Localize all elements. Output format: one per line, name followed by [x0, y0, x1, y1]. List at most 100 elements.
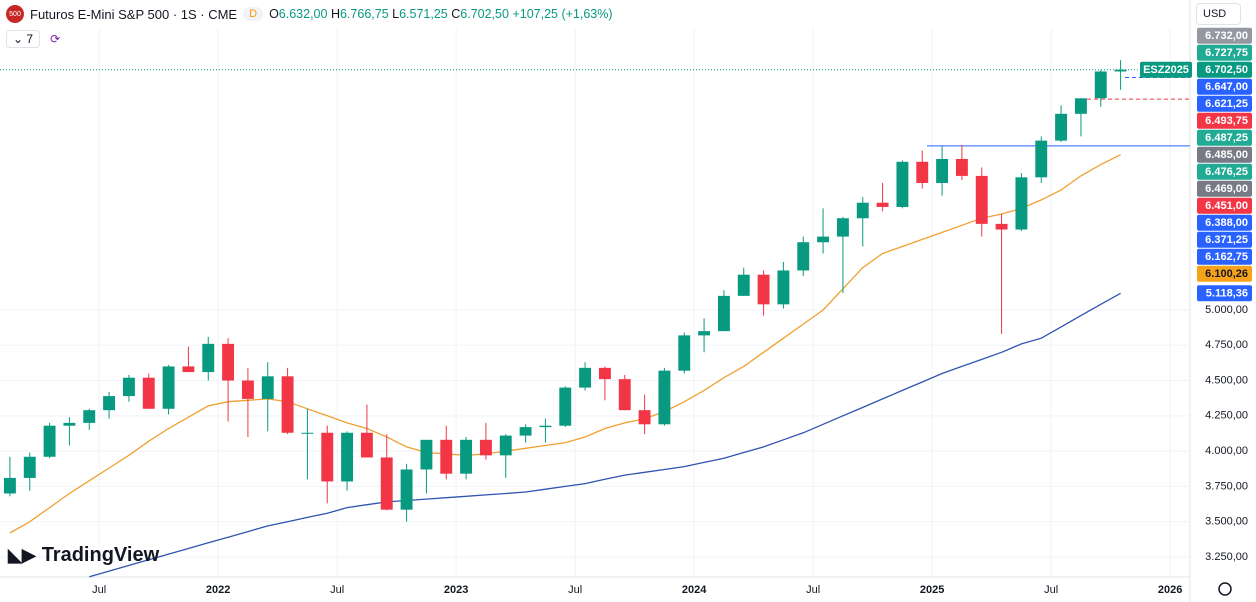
symbol-title[interactable]: Futuros E-Mini S&P 500 · 1S · CME: [30, 6, 238, 22]
candle-body: [856, 202, 869, 219]
price-label-bg: [1197, 265, 1252, 282]
price-label-bg: [1197, 129, 1252, 146]
refresh-icon[interactable]: ⟳: [50, 32, 61, 46]
price-label: 6.451,00: [1205, 200, 1248, 212]
price-label-bg: [1197, 78, 1252, 95]
x-tick-label: 2024: [682, 584, 707, 596]
price-label-bg: [1197, 112, 1252, 129]
candle-body: [182, 366, 195, 373]
price-label-bg: [1197, 248, 1252, 265]
price-label-bg: [1197, 180, 1252, 197]
ohlc-key: O: [269, 7, 279, 21]
ohlc: O6.632,00 H6.766,75 L6.571,25 C6.702,50 …: [269, 7, 612, 21]
candle-body: [440, 439, 453, 474]
currency-button[interactable]: USD: [1196, 3, 1242, 25]
candle-body: [539, 425, 552, 428]
x-tick-label: Jul: [806, 584, 820, 596]
price-label-bg: [1197, 231, 1252, 248]
price-label-bg: [1197, 146, 1252, 163]
price-label-bg: [1197, 44, 1252, 61]
brand-icon: ◣▶: [8, 545, 36, 565]
price-label: 6.388,00: [1205, 217, 1248, 229]
brand-name: TradingView: [41, 544, 160, 566]
candle-body: [658, 370, 671, 425]
price-label: 6.100,26: [1205, 268, 1248, 280]
candle-body: [3, 477, 16, 494]
candle-body: [936, 158, 949, 183]
moving-average: [89, 292, 1121, 578]
badge[interactable]: D: [243, 7, 264, 21]
candle-body: [519, 427, 532, 436]
price-label-bg: [1197, 214, 1252, 231]
candle-body: [1035, 140, 1048, 178]
price-label: 6.487,25: [1205, 132, 1248, 144]
price-label-bg: [1197, 197, 1252, 214]
price-label-bg: [1197, 285, 1252, 302]
candle-body: [360, 432, 373, 458]
price-label: 5.118,36: [1206, 288, 1248, 300]
price-label: 6.727,75: [1205, 47, 1248, 59]
x-tick-label: Jul: [92, 584, 106, 596]
price-label-bg: [1197, 27, 1252, 44]
ohlc-value: 6.702,50: [460, 7, 509, 21]
candle-body: [916, 161, 929, 183]
candle-body: [321, 432, 334, 482]
candle-body: [797, 242, 810, 271]
y-tick-label: 5.000,00: [1205, 304, 1248, 316]
x-tick-label: 2022: [206, 584, 230, 596]
price-label: 6.702,50: [1205, 64, 1248, 76]
price-label: 6.162,75: [1205, 251, 1248, 263]
indicators-bar: ⌄ 7 ⟳: [6, 30, 60, 48]
contract-tag: ESZ2025: [1143, 64, 1189, 76]
candle-body: [281, 376, 294, 433]
candle-body: [301, 432, 314, 434]
candle-body: [460, 439, 473, 474]
candle-body: [836, 218, 849, 237]
price-label: 6.485,00: [1205, 149, 1248, 161]
x-tick-label: Jul: [330, 584, 344, 596]
candle-body: [876, 202, 889, 207]
indicator-count: 7: [26, 32, 34, 46]
candle-body: [995, 223, 1008, 230]
candle-body: [400, 469, 413, 510]
candle-body: [241, 380, 254, 399]
candle-body: [1094, 71, 1107, 99]
x-tick-label: 2023: [444, 584, 468, 596]
change: +107,25 (+1,63%): [512, 7, 613, 21]
y-tick-label: 4.500,00: [1205, 374, 1248, 386]
y-tick-label: 4.750,00: [1205, 339, 1248, 351]
y-tick-label: 3.500,00: [1205, 516, 1248, 528]
ohlc-key: L: [392, 7, 400, 21]
candle-body: [380, 457, 393, 510]
candle-body: [638, 410, 651, 425]
price-label: 6.732,00: [1205, 30, 1248, 42]
candle-body: [222, 343, 235, 381]
candle-body: [678, 335, 691, 371]
y-tick-label: 3.750,00: [1205, 480, 1248, 492]
x-tick-label: Jul: [568, 584, 582, 596]
candle-body: [142, 377, 155, 409]
ohlc-value: 6.766,75: [339, 7, 389, 21]
symbol-logo: 500: [6, 5, 24, 23]
candle-body: [23, 456, 36, 478]
candle-body: [261, 376, 274, 399]
price-label: 6.493,75: [1205, 115, 1248, 127]
candle-body: [1114, 69, 1127, 72]
settings-icon[interactable]: [1218, 582, 1232, 596]
candle-body: [341, 432, 354, 482]
price-label: 6.476,25: [1205, 166, 1248, 178]
y-tick-label: 4.000,00: [1205, 445, 1248, 457]
candle-body: [202, 343, 215, 373]
candle-body: [1055, 113, 1068, 141]
price-label-bg: [1197, 163, 1252, 180]
indicators-toggle[interactable]: ⌄ 7: [6, 30, 41, 48]
candle-body: [955, 158, 968, 176]
price-label: 6.469,00: [1205, 183, 1248, 195]
moving-average: [9, 154, 1121, 534]
candle-body: [757, 274, 770, 305]
ohlc-value: 6.632,00: [278, 7, 328, 21]
candle-body: [83, 410, 96, 423]
candle-body: [162, 366, 175, 409]
candle-body: [122, 377, 135, 397]
